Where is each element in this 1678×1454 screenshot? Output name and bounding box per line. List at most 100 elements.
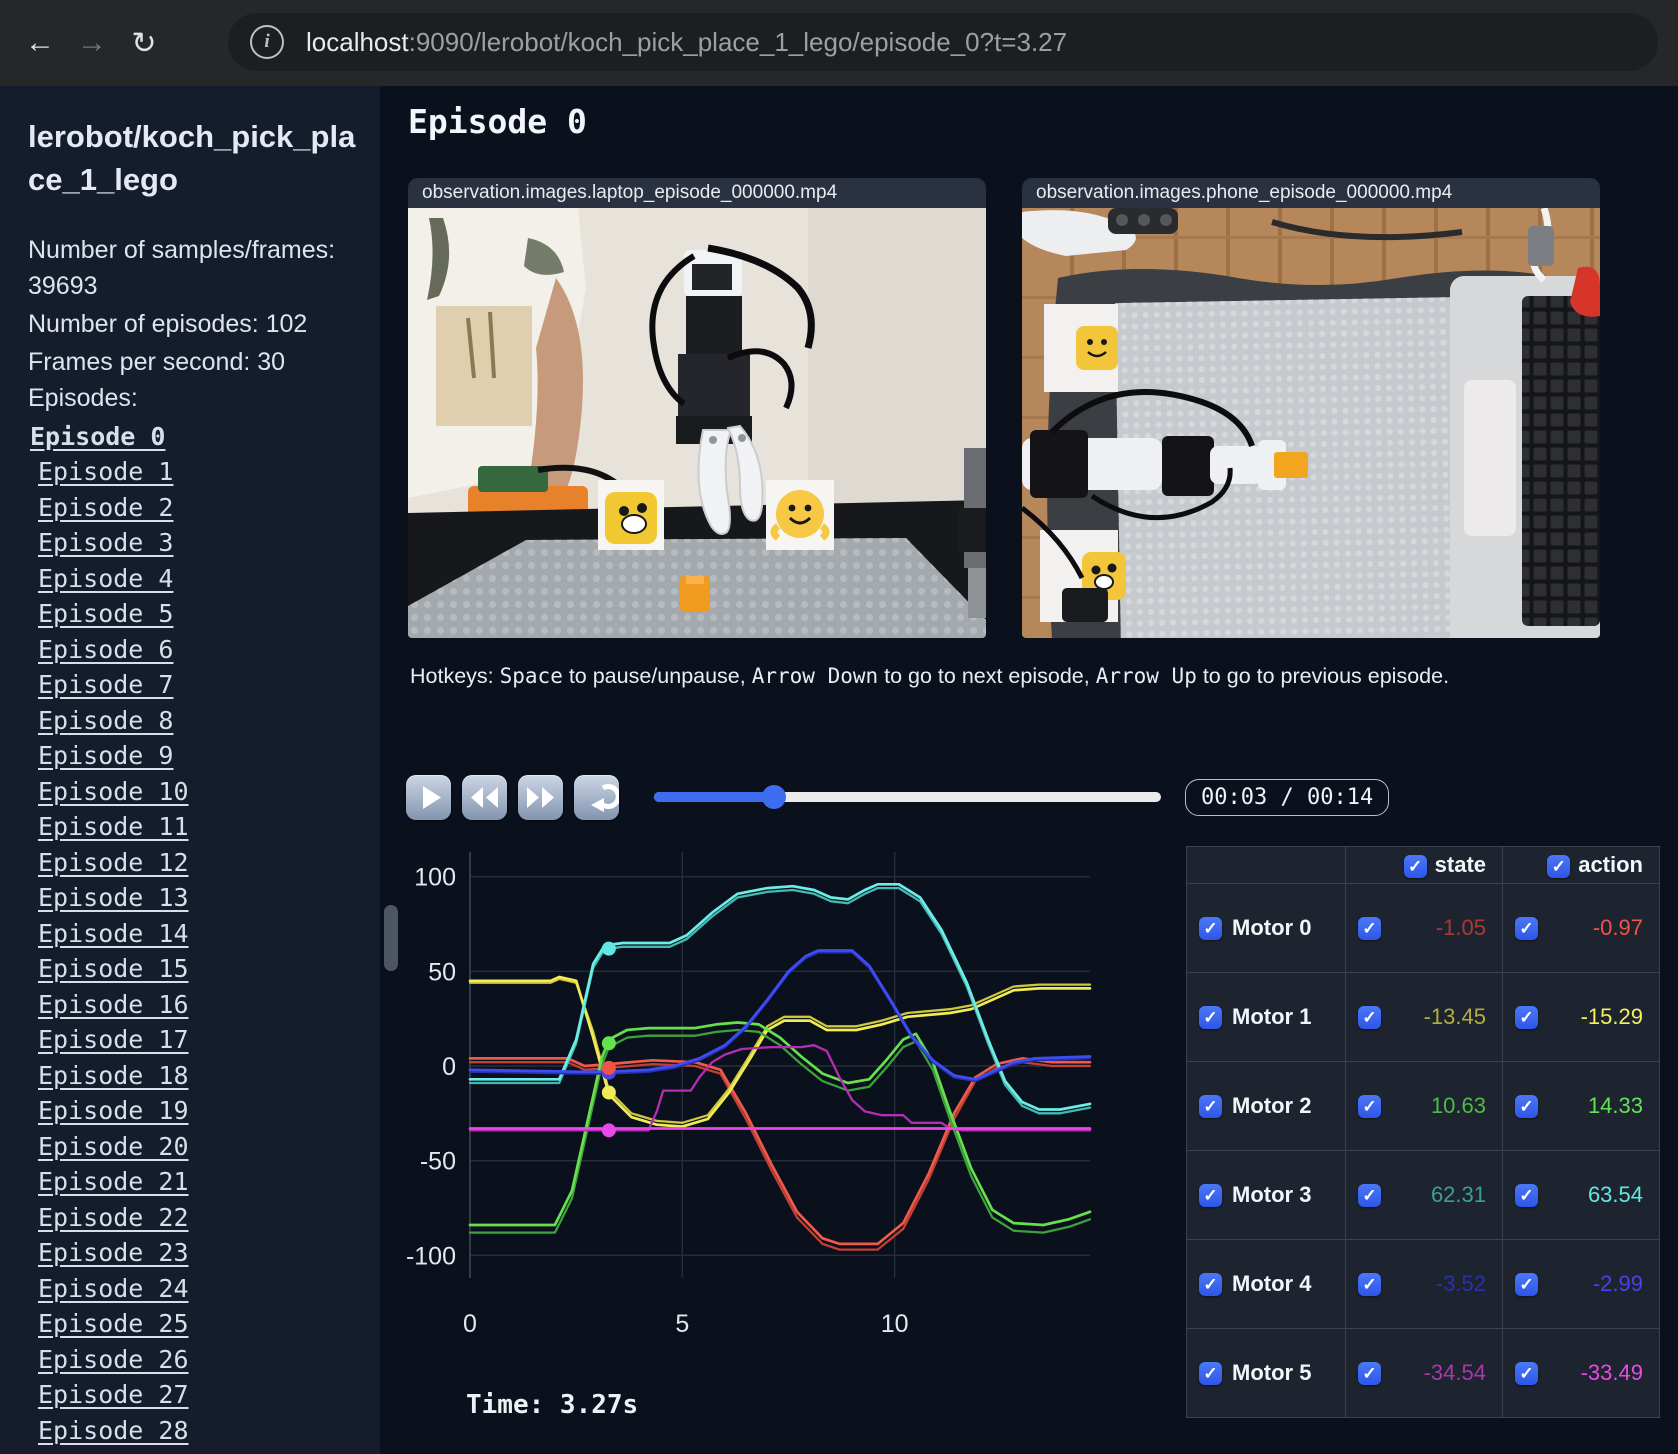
table-row: ✓ Motor 4 ✓ -3.52 ✓ -2.99 xyxy=(1186,1239,1660,1329)
chart-line-motor-0-action xyxy=(468,1057,1092,1246)
checkbox[interactable]: ✓ xyxy=(1515,1094,1538,1118)
sidebar-episode-link[interactable]: Episode 25 xyxy=(38,1309,189,1339)
timeline-slider[interactable] xyxy=(654,785,1161,809)
x-tick-label: 10 xyxy=(881,1310,909,1338)
fast-forward-button[interactable] xyxy=(518,774,563,820)
chart-line-motor-4-action xyxy=(468,949,1092,1081)
chart-line-motor-4-state xyxy=(468,951,1092,1083)
checkbox[interactable]: ✓ xyxy=(1515,1361,1538,1385)
back-icon[interactable]: ← xyxy=(25,26,55,59)
panda-box xyxy=(598,480,664,550)
sidebar-episode-link[interactable]: Episode 12 xyxy=(38,847,189,877)
playback-controls: 00:03 / 00:14 xyxy=(406,772,1390,822)
motor-label: Motor 5 xyxy=(1232,1360,1312,1385)
y-tick-label: -100 xyxy=(406,1242,456,1270)
checkbox[interactable]: ✓ xyxy=(1358,1272,1381,1296)
sidebar-episode-link[interactable]: Episode 20 xyxy=(38,1131,189,1161)
checkbox[interactable]: ✓ xyxy=(1199,916,1222,940)
main-content: Episode 0 observation.images.laptop_epis… xyxy=(380,86,1678,1454)
sidebar-episode-link[interactable]: Episode 9 xyxy=(38,741,174,771)
chart-line-motor-2-action xyxy=(468,1021,1092,1227)
sidebar-episode-link[interactable]: Episode 6 xyxy=(38,634,174,664)
url-text[interactable]: localhost:9090/lerobot/koch_pick_place_1… xyxy=(306,27,1067,58)
timeline-thumb[interactable] xyxy=(762,785,787,809)
table-header-empty xyxy=(1186,846,1346,884)
site-info-icon[interactable]: i xyxy=(250,25,284,59)
chart-marker[interactable] xyxy=(601,1036,616,1051)
checkbox[interactable]: ✓ xyxy=(1358,1361,1381,1385)
chart-marker[interactable] xyxy=(601,1060,616,1075)
checkbox[interactable]: ✓ xyxy=(1199,1094,1222,1118)
motor-action-value: 14.33 xyxy=(1587,1093,1643,1118)
sidebar-episode-link[interactable]: Episode 26 xyxy=(38,1344,189,1374)
sidebar-episode-link[interactable]: Episode 4 xyxy=(38,563,174,593)
laptop xyxy=(1450,276,1600,638)
checkbox[interactable]: ✓ xyxy=(1515,916,1538,940)
sidebar-episode-link[interactable]: Episode 18 xyxy=(38,1060,189,1090)
chart-line-motor-2-state xyxy=(468,1028,1092,1234)
forward-icon[interactable]: → xyxy=(77,26,107,59)
sidebar-episode-link[interactable]: Episode 3 xyxy=(38,528,174,558)
checkbox[interactable]: ✓ xyxy=(1199,1361,1222,1385)
checkbox[interactable]: ✓ xyxy=(1515,1272,1538,1296)
browser-toolbar: ← → ↻ i localhost:9090/lerobot/koch_pick… xyxy=(0,0,1678,86)
checkbox[interactable]: ✓ xyxy=(1199,1272,1222,1296)
checkbox[interactable]: ✓ xyxy=(1515,1005,1538,1029)
sidebar-episode-link[interactable]: Episode 16 xyxy=(38,989,189,1019)
video-laptop-title: observation.images.laptop_episode_000000… xyxy=(408,178,986,208)
motor-label: Motor 4 xyxy=(1232,1271,1312,1296)
sidebar-episode-link[interactable]: Episode 11 xyxy=(38,812,189,842)
motor-state-value: -34.54 xyxy=(1423,1360,1486,1385)
table-header-row: ✓ state ✓ action xyxy=(1186,846,1660,884)
chart-marker[interactable] xyxy=(601,1123,616,1138)
scrollbar-thumb[interactable] xyxy=(384,905,398,971)
sidebar-episode-link[interactable]: Episode 28 xyxy=(38,1415,189,1445)
sidebar-episode-link[interactable]: Episode 7 xyxy=(38,670,174,700)
checkbox[interactable]: ✓ xyxy=(1199,1183,1222,1207)
reload-icon[interactable]: ↻ xyxy=(131,26,157,60)
sidebar-episode-link[interactable]: Episode 10 xyxy=(38,776,189,806)
sidebar-episode-link[interactable]: Episode 2 xyxy=(38,492,174,522)
checkbox[interactable]: ✓ xyxy=(1358,1005,1381,1029)
video-phone[interactable]: observation.images.phone_episode_000000.… xyxy=(1022,178,1600,638)
sidebar-episode-link[interactable]: Episode 5 xyxy=(38,599,174,629)
checkbox[interactable]: ✓ xyxy=(1199,1005,1222,1029)
video-phone-frame xyxy=(1022,208,1600,638)
sidebar-episode-link[interactable]: Episode 27 xyxy=(38,1380,189,1410)
sidebar-episode-link[interactable]: Episode 21 xyxy=(38,1167,189,1197)
sidebar-episode-link[interactable]: Episode 15 xyxy=(38,954,189,984)
sidebar-episode-link[interactable]: Episode 0 xyxy=(30,421,166,451)
hug-box xyxy=(766,480,834,550)
action-column-checkbox[interactable]: ✓ xyxy=(1547,854,1571,878)
motor-state-value: -3.52 xyxy=(1435,1271,1486,1296)
checkbox[interactable]: ✓ xyxy=(1358,1183,1381,1207)
loop-button[interactable] xyxy=(574,774,619,820)
chart-marker[interactable] xyxy=(601,1085,616,1100)
sidebar-episode-link[interactable]: Episode 17 xyxy=(38,1025,189,1055)
sidebar-episode-link[interactable]: Episode 22 xyxy=(38,1202,189,1232)
checkbox[interactable]: ✓ xyxy=(1515,1183,1538,1207)
sidebar-episode-link[interactable]: Episode 23 xyxy=(38,1238,189,1268)
sidebar-episode-link[interactable]: Episode 13 xyxy=(38,883,189,913)
chart-marker[interactable] xyxy=(601,941,616,956)
sidebar-episode-link[interactable]: Episode 19 xyxy=(38,1096,189,1126)
url-bar[interactable]: i localhost:9090/lerobot/koch_pick_place… xyxy=(228,13,1658,71)
video-laptop[interactable]: observation.images.laptop_episode_000000… xyxy=(408,178,986,638)
dataset-stats: Number of samples/frames: 39693 Number o… xyxy=(28,232,356,380)
sidebar-episode-link[interactable]: Episode 8 xyxy=(38,705,174,735)
state-column-checkbox[interactable]: ✓ xyxy=(1403,854,1427,878)
play-button[interactable] xyxy=(406,774,451,820)
sidebar-episode-link[interactable]: Episode 24 xyxy=(38,1273,189,1303)
checkbox[interactable]: ✓ xyxy=(1358,916,1381,940)
checkbox[interactable]: ✓ xyxy=(1358,1094,1381,1118)
rewind-button[interactable] xyxy=(462,774,507,820)
sidebar-episode-link[interactable]: Episode 1 xyxy=(38,457,174,487)
video-laptop-frame xyxy=(408,208,986,638)
episode-list: Episode 0 Episode 1 Episode 2 Episode 3 Epis… xyxy=(28,419,356,1449)
sidebar-episode-link[interactable]: Episode 14 xyxy=(38,918,189,948)
lego-brick xyxy=(680,576,710,612)
table-row: ✓ Motor 5 ✓ -34.54 ✓ -33.49 xyxy=(1186,1328,1660,1418)
y-tick-label: 100 xyxy=(414,864,456,892)
robot-arm-top xyxy=(1022,389,1308,622)
